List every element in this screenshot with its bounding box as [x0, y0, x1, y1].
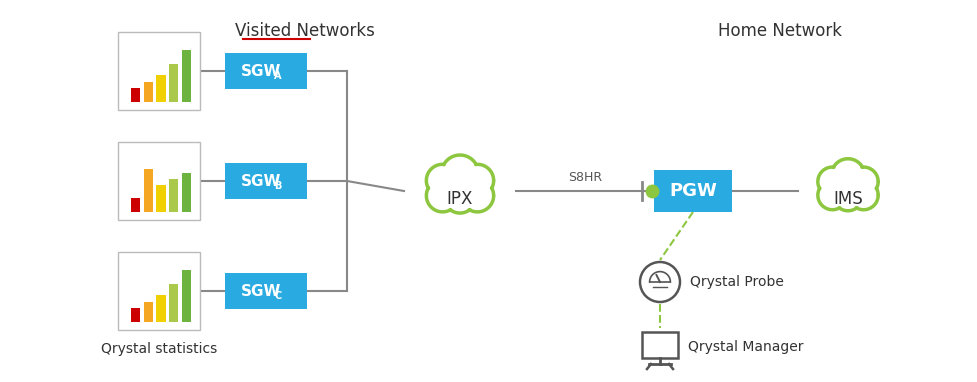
- Bar: [144, 302, 152, 322]
- Circle shape: [461, 164, 493, 197]
- Text: C: C: [275, 291, 281, 301]
- Bar: [131, 198, 140, 212]
- Bar: [169, 64, 178, 102]
- Bar: [118, 142, 199, 220]
- Bar: [182, 50, 191, 102]
- Circle shape: [848, 181, 877, 210]
- Bar: [641, 332, 677, 358]
- Text: PGW: PGW: [668, 182, 716, 200]
- Text: S8HR: S8HR: [568, 170, 602, 183]
- Circle shape: [444, 181, 476, 213]
- Bar: [156, 185, 165, 212]
- Bar: [156, 75, 165, 102]
- Bar: [169, 284, 178, 322]
- Circle shape: [426, 164, 458, 197]
- Bar: [118, 252, 199, 330]
- FancyBboxPatch shape: [654, 170, 731, 212]
- Text: SGW: SGW: [240, 63, 281, 78]
- Bar: [131, 308, 140, 322]
- Circle shape: [848, 167, 877, 196]
- Text: B: B: [275, 181, 281, 191]
- Circle shape: [817, 167, 846, 196]
- FancyBboxPatch shape: [225, 273, 307, 309]
- Text: Visited Networks: Visited Networks: [234, 22, 374, 40]
- Bar: [182, 270, 191, 322]
- Circle shape: [830, 159, 864, 192]
- Text: Qrystal Manager: Qrystal Manager: [687, 340, 803, 354]
- Bar: [144, 82, 152, 102]
- Circle shape: [461, 180, 493, 212]
- Bar: [169, 179, 178, 212]
- FancyBboxPatch shape: [225, 53, 307, 89]
- Circle shape: [817, 181, 846, 210]
- Text: A: A: [275, 71, 281, 81]
- FancyBboxPatch shape: [225, 163, 307, 199]
- Bar: [131, 88, 140, 102]
- Text: Home Network: Home Network: [717, 22, 841, 40]
- Bar: [156, 295, 165, 322]
- Bar: [144, 169, 152, 212]
- Text: Qrystal Probe: Qrystal Probe: [690, 275, 784, 289]
- Circle shape: [441, 155, 478, 192]
- Text: IPX: IPX: [446, 190, 473, 208]
- Text: Qrystal statistics: Qrystal statistics: [101, 342, 217, 356]
- Circle shape: [832, 181, 862, 211]
- Text: SGW: SGW: [240, 283, 281, 298]
- Text: IMS: IMS: [832, 190, 862, 208]
- Text: SGW: SGW: [240, 173, 281, 188]
- Circle shape: [426, 180, 458, 212]
- Bar: [118, 32, 199, 110]
- Bar: [182, 173, 191, 212]
- Circle shape: [639, 262, 679, 302]
